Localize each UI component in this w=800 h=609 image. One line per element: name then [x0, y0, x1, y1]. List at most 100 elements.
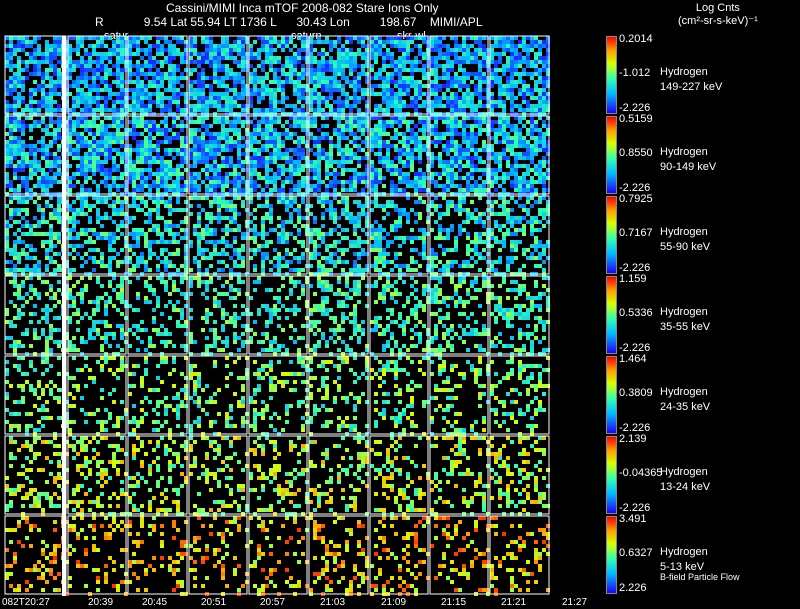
colorbar	[606, 196, 617, 274]
image-cell	[188, 115, 248, 195]
band-energy: 5-13 keV	[660, 561, 705, 573]
colorbar	[606, 276, 617, 354]
r-value: 9.54	[143, 15, 168, 29]
image-cell	[67, 355, 127, 435]
l-value: 30.43	[296, 15, 327, 29]
band-energy: 90-149 keV	[660, 161, 717, 173]
image-cell	[67, 115, 127, 195]
colorbar	[606, 356, 617, 434]
band-image-row	[5, 436, 550, 516]
time-tick-label: 20:51	[201, 597, 227, 608]
band-species: Hydrogen	[660, 386, 708, 398]
colorbar-mid: 0.8550	[619, 147, 653, 159]
colorbar-max: 2.139	[619, 433, 647, 445]
colorbar-mid: 0.3809	[619, 387, 653, 399]
image-cell	[308, 435, 369, 515]
band-image-row	[5, 356, 550, 436]
colorbar-mid: 0.5336	[619, 307, 653, 319]
image-cell	[127, 515, 188, 595]
image-cell	[127, 435, 188, 515]
image-cell	[308, 35, 369, 115]
band-image-row	[5, 36, 550, 116]
lat-value: 55.94	[190, 15, 221, 29]
image-cell	[489, 35, 550, 115]
time-tick-label: 20:45	[142, 597, 168, 608]
image-cell	[248, 355, 308, 435]
image-cell	[429, 275, 489, 355]
image-cell	[369, 355, 429, 435]
image-cell	[248, 435, 308, 515]
units-line1: Log Cnts	[695, 2, 740, 14]
time-tick-label: 082T20:27	[2, 597, 50, 608]
colorbar-max: 3.491	[619, 513, 647, 525]
band-energy: 55-90 keV	[660, 241, 711, 253]
band-image-row	[5, 196, 550, 276]
image-cell	[127, 275, 188, 355]
bfield-particle-flow-note: B-field Particle Flow	[660, 572, 740, 582]
colorbar-min: -2.226	[619, 502, 651, 514]
image-cell	[248, 195, 308, 275]
colorbar	[606, 436, 617, 514]
colorbar-min: 2.226	[619, 582, 647, 594]
lon-value: 198.67	[379, 15, 417, 29]
band-species: Hydrogen	[660, 226, 708, 238]
image-cell	[308, 355, 369, 435]
colorbar-min: -2.226	[619, 182, 651, 194]
lon-label: Lon	[329, 15, 350, 29]
colorbar-mid: -1.012	[619, 67, 651, 79]
colorbar	[606, 516, 617, 594]
image-cell	[67, 435, 127, 515]
image-cell	[248, 515, 308, 595]
colorbar-mid: 0.6327	[619, 547, 653, 559]
image-cell	[308, 115, 369, 195]
image-cell	[127, 115, 188, 195]
lt-label: LT	[223, 15, 237, 29]
image-cell	[248, 35, 308, 115]
colorbar-max: 0.5159	[619, 113, 653, 125]
band-species: Hydrogen	[660, 466, 708, 478]
band-species: Hydrogen	[660, 66, 708, 78]
image-cell	[489, 195, 550, 275]
image-cell	[248, 115, 308, 195]
image-cell	[489, 275, 550, 355]
band-image-row	[5, 276, 550, 356]
lt-value: 1736	[240, 15, 267, 29]
image-cell	[67, 275, 127, 355]
colorbar-max: 1.159	[619, 273, 647, 285]
colorbar-min: -2.226	[619, 422, 651, 434]
band-image-row	[5, 516, 550, 596]
image-cell	[67, 35, 127, 115]
colorbar-min: -2.226	[619, 262, 651, 274]
colorbar-max: 0.2014	[619, 33, 653, 45]
image-cell	[67, 195, 127, 275]
colorbar-min: -2.226	[619, 342, 651, 354]
image-cell	[429, 115, 489, 195]
image-cell	[429, 195, 489, 275]
image-cell	[188, 195, 248, 275]
image-cell	[308, 275, 369, 355]
band-species: Hydrogen	[660, 146, 708, 158]
image-cell	[369, 195, 429, 275]
band-species: Hydrogen	[660, 546, 708, 558]
time-tick-label: 20:39	[88, 597, 114, 608]
band-energy: 13-24 keV	[660, 481, 711, 493]
time-tick-label: 21:21	[501, 597, 527, 608]
colorbar-max: 0.7925	[619, 193, 653, 205]
image-cell	[127, 35, 188, 115]
image-cell	[188, 435, 248, 515]
band-image-row	[5, 116, 550, 196]
orbit-coordinates: R 9.54 Lat 55.94 LT 1736 L 30.43 Lon 198…	[95, 16, 483, 28]
image-cell	[127, 355, 188, 435]
image-cell	[369, 435, 429, 515]
band-species: Hydrogen	[660, 306, 708, 318]
colorbar-min: -2.226	[619, 102, 651, 114]
image-cell	[308, 195, 369, 275]
time-tick-label: 21:15	[441, 597, 467, 608]
image-cell	[369, 275, 429, 355]
image-cell	[308, 515, 369, 595]
r-label: R	[95, 15, 104, 29]
time-tick-label: 21:03	[320, 597, 346, 608]
time-cursor-line	[62, 36, 66, 596]
band-energy: 24-35 keV	[660, 401, 711, 413]
